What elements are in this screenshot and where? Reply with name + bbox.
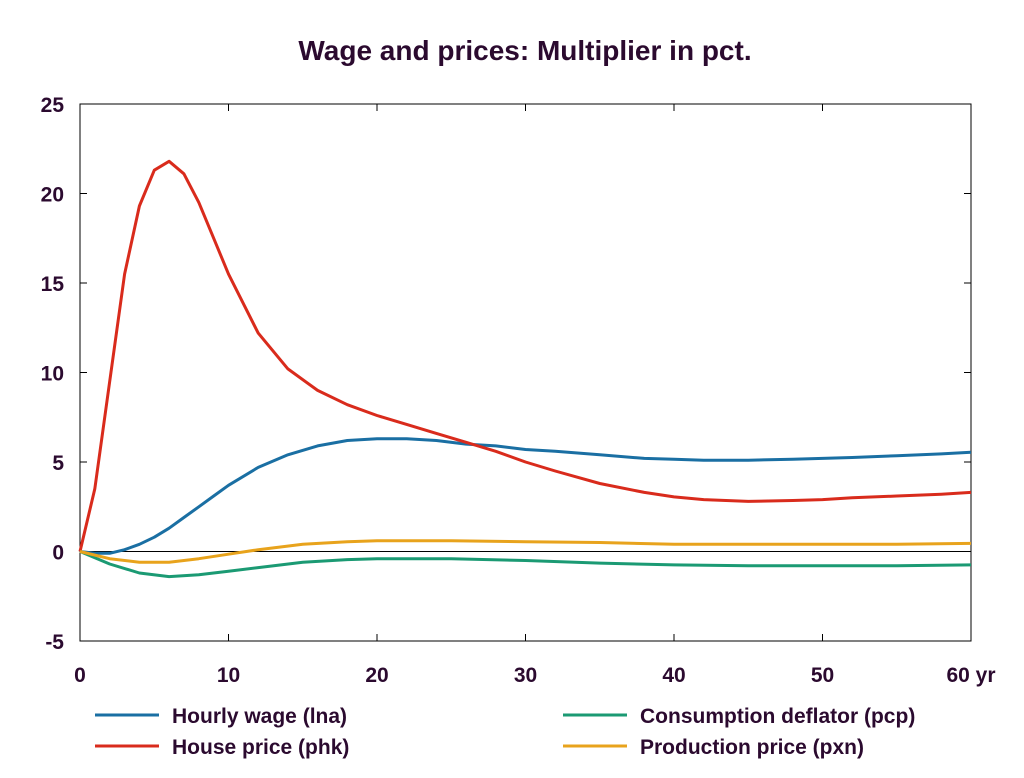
y-tick-label: 25 [41,94,65,117]
y-tick-label: 5 [52,452,64,475]
x-tick-label: 50 [811,664,834,687]
legend-label: Hourly wage (lna) [172,705,347,728]
series-line [79,437,972,555]
x-tick-label: 20 [365,664,388,687]
y-tick-label: 0 [52,542,64,565]
x-tick-label: 30 [514,664,537,687]
series-line [79,539,972,564]
series-line [78,159,972,552]
legend-label: Consumption deflator (pcp) [640,705,915,728]
y-tick-label: 10 [41,363,64,386]
y-tick-label: 15 [41,273,65,296]
series-lines [78,159,972,579]
legend: Hourly wage (lna) House price (phk) Consum… [95,705,915,759]
y-tick-label: -5 [45,631,64,654]
legend-label: Production price (pxn) [640,736,864,759]
chart-title: Wage and prices: Multiplier in pct. [298,35,751,66]
series-line [79,550,972,579]
legend-label: House price (phk) [172,736,349,759]
x-tick-label: 60 yr [946,664,995,687]
x-tick-label: 0 [74,664,86,687]
x-tick-label: 10 [217,664,240,687]
x-tick-label: 40 [662,664,685,687]
y-tick-label: 20 [41,184,64,207]
